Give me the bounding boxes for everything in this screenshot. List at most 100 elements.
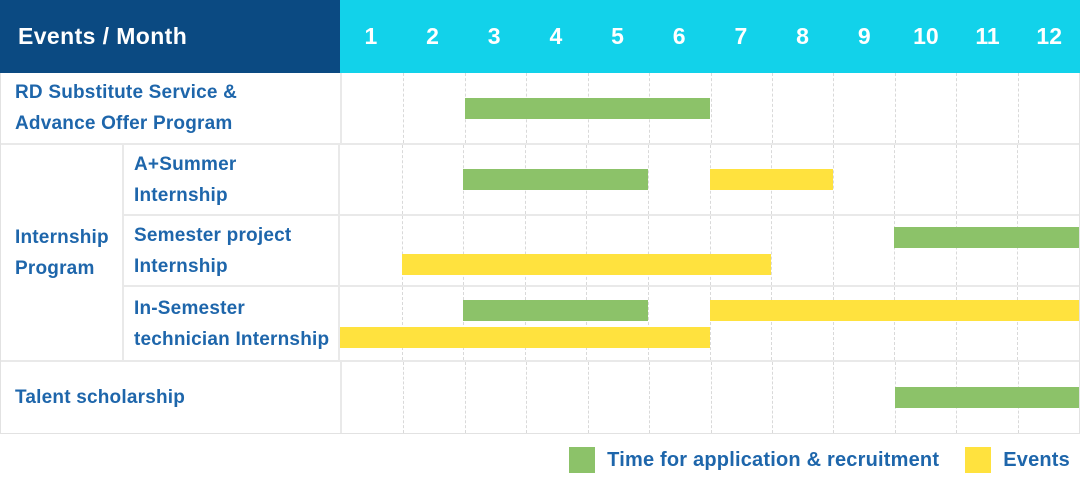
month-label: 1 [364, 23, 378, 49]
row-label: RD Substitute Service & Advance Offer Pr… [15, 82, 238, 134]
table-header-row: Events / Month 1 2 3 4 5 6 7 8 9 10 11 12 [0, 0, 1080, 73]
month-gridline [586, 216, 588, 285]
month-gridline [403, 362, 405, 433]
row-a-summer: A+Summer Internship [124, 145, 1079, 216]
month-label: 5 [611, 23, 624, 49]
month-label: 11 [975, 23, 1000, 49]
month-label: 9 [857, 23, 871, 49]
legend: Time for application & recruitment Event… [0, 434, 1080, 486]
chart-cell-in-semester [338, 287, 1079, 360]
month-gridline [1017, 145, 1019, 214]
row-label-cell: Semester project Internship [124, 216, 338, 285]
row-label-cell: A+Summer Internship [124, 145, 338, 214]
month-gridline [894, 287, 896, 360]
month-gridline [710, 73, 712, 143]
month-gridline [832, 287, 834, 360]
gantt-bar-application [463, 299, 648, 321]
month-gridline [401, 216, 403, 285]
month-gridline [524, 287, 526, 360]
row-label: Talent scholarship [15, 387, 186, 408]
group-subrows: A+Summer Internship Semester project Int… [124, 145, 1079, 360]
month-gridline [524, 216, 526, 285]
month-label: 2 [426, 23, 439, 49]
month-gridline [647, 145, 649, 214]
month-gridline [894, 73, 896, 143]
month-gridline [526, 362, 528, 433]
gantt-bar-application [894, 387, 1079, 408]
month-label: 12 [1036, 23, 1063, 49]
month-gridline [955, 145, 957, 214]
gantt-bar-application [463, 169, 648, 190]
internship-program-group: Internship Program A+Summer Internship S… [1, 145, 1079, 362]
chart-cell-rd [340, 73, 1079, 143]
month-gridline [1017, 73, 1019, 143]
month-gridline [771, 73, 773, 143]
legend-item-events: Events [965, 447, 1070, 473]
month-gridline [1017, 287, 1019, 360]
month-label: 4 [549, 23, 563, 49]
month-gridline [832, 145, 834, 214]
month-label: 7 [734, 23, 748, 49]
row-semester-project: Semester project Internship [124, 216, 1079, 287]
gantt-bar-application [464, 97, 711, 119]
events-color-swatch [965, 447, 992, 473]
row-in-semester: In-Semester technician Internship [124, 287, 1079, 360]
month-gridline [771, 287, 773, 360]
chart-cell-a-summer [338, 145, 1079, 214]
month-gridline [710, 362, 712, 433]
month-label: 8 [796, 23, 809, 49]
chart-cell-semester-project [338, 216, 1079, 285]
gantt-bar-events [401, 253, 772, 275]
month-gridline [956, 73, 958, 143]
month-gridline [955, 216, 957, 285]
month-gridline [771, 362, 773, 433]
month-gridline [832, 216, 834, 285]
row-label: In-Semester technician Internship [134, 297, 330, 350]
row-label-cell: In-Semester technician Internship [124, 287, 338, 360]
month-gridline [403, 73, 405, 143]
month-gridline [587, 362, 589, 433]
events-month-header-cell: Events / Month [0, 0, 340, 73]
legend-label: Time for application & recruitment [607, 448, 940, 471]
month-gridline [401, 287, 403, 360]
month-label: 10 [913, 23, 939, 49]
month-label: 3 [487, 23, 501, 49]
month-gridline [463, 216, 465, 285]
gantt-bar-events [340, 326, 710, 348]
gantt-bar-events [709, 169, 833, 190]
row-rd-substitute: RD Substitute Service & Advance Offer Pr… [1, 73, 1079, 145]
group-label: Internship Program [15, 226, 109, 279]
row-label-cell: RD Substitute Service & Advance Offer Pr… [1, 73, 340, 143]
application-color-swatch [569, 447, 596, 473]
month-gridline [771, 216, 773, 285]
month-gridline [709, 216, 711, 285]
gantt-bar-events [709, 299, 1079, 321]
month-gridline [647, 216, 649, 285]
month-header: 1 2 3 4 5 6 7 8 9 10 11 12 [340, 0, 1080, 73]
month-gridline [401, 145, 403, 214]
table-body: RD Substitute Service & Advance Offer Pr… [0, 73, 1080, 434]
row-talent-scholarship: Talent scholarship [1, 362, 1079, 433]
month-gridline [833, 73, 835, 143]
month-gridline [894, 145, 896, 214]
row-label-cell: Talent scholarship [1, 362, 340, 433]
row-label: Semester project Internship [134, 224, 292, 277]
chart-cell-talent [340, 362, 1079, 433]
month-gridline [464, 362, 466, 433]
month-label: 6 [672, 23, 686, 49]
month-gridline [586, 287, 588, 360]
legend-item-application: Time for application & recruitment [569, 447, 939, 473]
table-title: Events / Month [18, 23, 188, 49]
month-gridline [463, 287, 465, 360]
month-gridline [649, 362, 651, 433]
row-label: A+Summer Internship [134, 153, 237, 206]
month-gridline [955, 287, 957, 360]
legend-label: Events [1003, 448, 1070, 471]
gantt-bar-application [894, 226, 1079, 248]
group-label-cell: Internship Program [1, 145, 124, 360]
month-gridline [833, 362, 835, 433]
month-gridline [1017, 216, 1019, 285]
month-gridline [647, 287, 649, 360]
month-gridline [709, 287, 711, 360]
